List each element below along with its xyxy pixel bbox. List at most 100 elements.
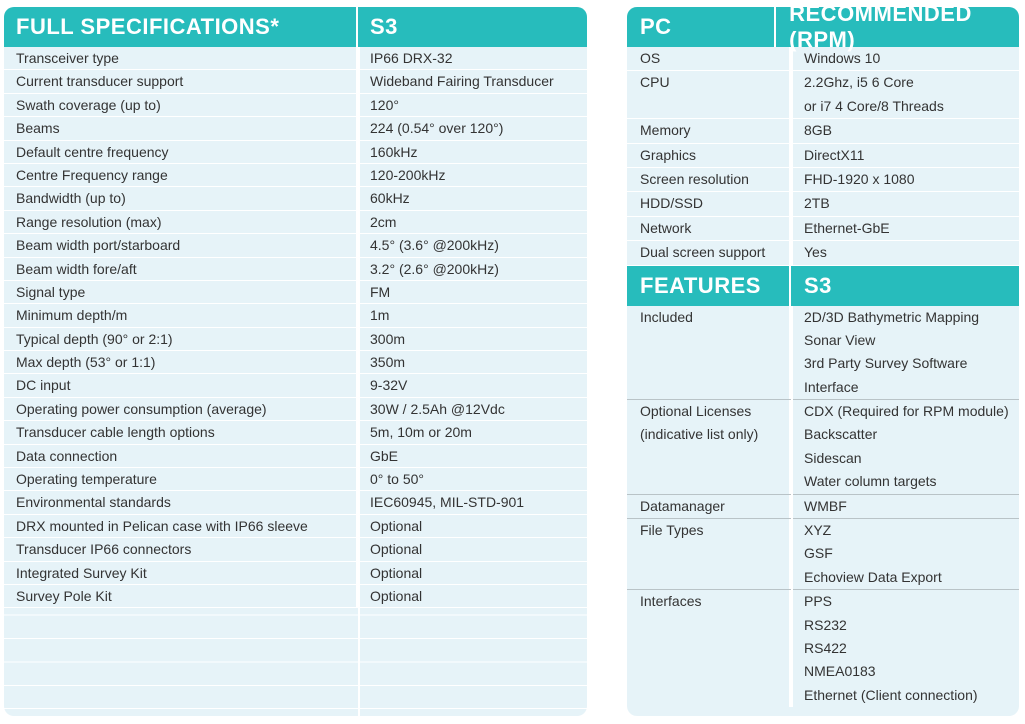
table-row: Environmental standards IEC60945, MIL-STD… [4, 491, 587, 515]
row-label: Included [640, 308, 693, 325]
label-cell: Screen resolution [627, 167, 791, 192]
table-row: Transducer IP66 connectors Optional [4, 538, 587, 562]
label-cell: Graphics [627, 143, 791, 167]
row-value: FHD-1920 x 1080 [804, 170, 915, 187]
row-value: Sonar View [804, 331, 876, 348]
table-header: PC RECOMMENDED (RPM) [627, 7, 1019, 52]
value-cell: WMBF [791, 495, 847, 518]
header-cell: S3 [804, 272, 832, 298]
spec-value: 120° [370, 96, 399, 113]
spec-value: IEC60945, MIL-STD-901 [370, 494, 525, 511]
spec-label: Bandwidth (up to) [4, 187, 358, 211]
table-row: Dual screen support Yes [627, 241, 1019, 266]
spec-label: DRX mounted in Pelican case with IP66 sl… [4, 514, 358, 539]
table-row: Survey Pole Kit Optional [4, 584, 587, 609]
row-value: GSF [804, 545, 833, 562]
spec-label: Beam width port/starboard [4, 234, 358, 258]
column-divider [791, 305, 793, 708]
table-row: Default centre frequency 160kHz [4, 140, 587, 164]
row-value: Echoview Data Export [804, 568, 942, 585]
row-value: 8GB [804, 122, 833, 139]
table-row: OS Windows 10 [627, 47, 1019, 72]
label-cell: CPU [627, 71, 791, 119]
value-cell: Yes [791, 241, 827, 264]
table-row: Signal type FM [4, 280, 587, 305]
table-row: Network Ethernet-GbE [627, 216, 1019, 242]
value-cell: CDX (Required for RPM module) Backscatter… [791, 400, 1009, 494]
spec-value: 300m [370, 330, 406, 347]
table-row: Interfaces PPS RS232 RS422 NMEA0183 Ethernet … [627, 590, 1019, 708]
spec-label: Operating power consumption (average) [4, 397, 358, 422]
table-body: Transceiver type IP66 DRX-32 Current trans… [4, 47, 587, 609]
label-cell: Datamanager [627, 494, 791, 519]
spec-label: Swath coverage (up to) [4, 93, 358, 118]
value-cell: 8GB [791, 119, 832, 142]
spec-value: 160kHz [370, 143, 418, 160]
table-row: Swath coverage (up to) 120° [4, 93, 587, 118]
spec-value: GbE [370, 447, 399, 464]
table-row: Memory 8GB [627, 119, 1019, 144]
spec-label: Range resolution (max) [4, 210, 358, 235]
table-body: OS Windows 10 CPU 2.2Ghz, i5 6 Core or i7 4 … [627, 47, 1019, 266]
spec-label: Max depth (53° or 1:1) [4, 351, 358, 375]
table-row: Range resolution (max) 2cm [4, 210, 587, 235]
table-row: Operating power consumption (average) 30W… [4, 397, 587, 422]
table-row: Minimum depth/m 1m [4, 304, 587, 328]
spec-label: Beams [4, 117, 358, 141]
header-cell: S3 [370, 14, 398, 39]
row-label: Interfaces [640, 593, 702, 610]
row-label: (indicative list only) [640, 426, 759, 443]
table-row: Beams 224 (0.54° over 120°) [4, 117, 587, 141]
spec-label: Current transducer support [4, 70, 358, 94]
table-row: CPU 2.2Ghz, i5 6 Core or i7 4 Core/8 Threa… [627, 71, 1019, 120]
label-cell: Dual screen support [627, 241, 791, 265]
value-cell: FHD-1920 x 1080 [791, 168, 915, 191]
row-label: Memory [640, 122, 691, 139]
row-value: Yes [804, 244, 827, 261]
row-value: Interface [804, 378, 859, 395]
value-cell: DirectX11 [791, 144, 864, 167]
label-cell: Optional Licenses (indicative list only) [627, 400, 791, 494]
table-row: Datamanager WMBF [627, 494, 1019, 520]
spec-value: 3.2° (2.6° @200kHz) [370, 260, 499, 277]
spec-label: Environmental standards [4, 491, 358, 515]
table-row: Graphics DirectX11 [627, 143, 1019, 168]
value-cell: PPS RS232 RS422 NMEA0183 Ethernet (Client co… [791, 590, 978, 707]
label-cell: Interfaces [627, 590, 791, 708]
spec-value: 224 (0.54° over 120°) [370, 120, 504, 137]
table-header: FEATURES S3 [627, 265, 1019, 306]
value-cell: 2D/3D Bathymetric Mapping Sonar View 3rd P… [791, 306, 979, 400]
row-value: Windows 10 [804, 50, 881, 66]
row-value: Water column targets [804, 473, 937, 490]
label-cell: Included [627, 305, 791, 400]
spec-label: Typical depth (90° or 2:1) [4, 327, 358, 352]
row-value: DirectX11 [804, 146, 865, 163]
row-value: 2D/3D Bathymetric Mapping [804, 308, 980, 325]
row-value: CDX (Required for RPM module) [804, 403, 1009, 420]
spec-label: Integrated Survey Kit [4, 561, 358, 585]
value-cell: Ethernet-GbE [791, 217, 890, 240]
row-value: WMBF [804, 497, 847, 514]
table-row: Transducer cable length options 5m, 10m o… [4, 421, 587, 445]
table-row: DC input 9-32V [4, 374, 587, 398]
column-divider [358, 47, 360, 716]
row-value: Sidescan [804, 449, 862, 466]
spec-value: Optional [370, 541, 423, 558]
row-label: Network [640, 219, 692, 236]
spec-label: Transducer IP66 connectors [4, 538, 358, 562]
table-row: Optional Licenses (indicative list only) C… [627, 400, 1019, 495]
table-row: Max depth (53° or 1:1) 350m [4, 351, 587, 375]
table-row: Bandwidth (up to) 60kHz [4, 187, 587, 211]
table-row: Integrated Survey Kit Optional [4, 561, 587, 585]
spec-label: Signal type [4, 280, 358, 305]
value-cell: Windows 10 [791, 47, 880, 70]
label-cell: Memory [627, 119, 791, 143]
table-row: HDD/SSD 2TB [627, 192, 1019, 217]
table-row: DRX mounted in Pelican case with IP66 sl… [4, 514, 587, 539]
spec-value: 0° to 50° [370, 471, 425, 488]
label-cell: Network [627, 216, 791, 241]
spec-value: 30W / 2.5Ah @12Vdc [370, 400, 505, 417]
row-label: Dual screen support [640, 244, 766, 261]
table-row: Data connection GbE [4, 444, 587, 469]
